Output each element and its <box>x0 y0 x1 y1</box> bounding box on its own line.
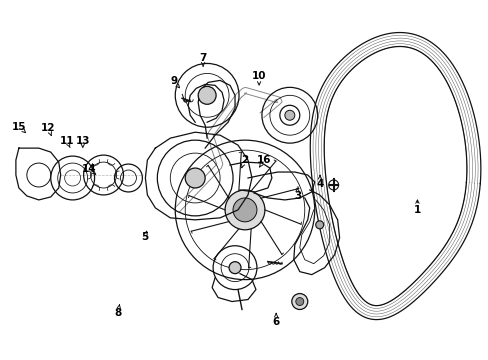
Circle shape <box>315 221 323 229</box>
Text: 6: 6 <box>272 317 279 327</box>
Circle shape <box>198 86 216 104</box>
Text: 5: 5 <box>141 232 148 242</box>
Circle shape <box>285 110 294 120</box>
Circle shape <box>224 190 264 230</box>
Text: 2: 2 <box>241 155 247 165</box>
Circle shape <box>291 293 307 310</box>
Circle shape <box>185 168 205 188</box>
Text: 10: 10 <box>251 71 266 81</box>
Text: 8: 8 <box>114 308 121 318</box>
Circle shape <box>233 198 256 222</box>
Text: 11: 11 <box>60 136 74 145</box>
Text: 14: 14 <box>82 164 97 174</box>
Text: 9: 9 <box>170 76 177 86</box>
Text: 13: 13 <box>75 136 90 146</box>
Text: 3: 3 <box>294 191 301 201</box>
Text: 7: 7 <box>199 53 206 63</box>
Text: 16: 16 <box>256 155 271 165</box>
Text: 1: 1 <box>413 206 420 216</box>
Text: 4: 4 <box>316 179 323 189</box>
Circle shape <box>228 262 241 274</box>
Text: 15: 15 <box>12 122 27 132</box>
Text: 12: 12 <box>41 123 55 133</box>
Circle shape <box>295 298 303 306</box>
